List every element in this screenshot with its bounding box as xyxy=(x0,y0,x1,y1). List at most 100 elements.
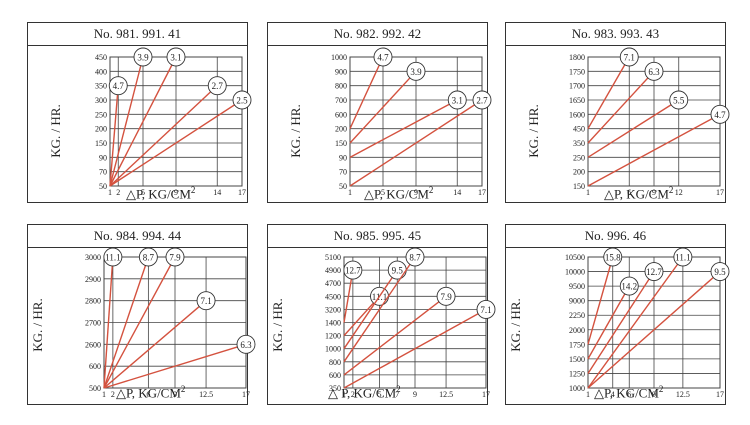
series-label-text: 6.3 xyxy=(648,67,660,77)
chart-title: No. 982. 992. 42 xyxy=(268,23,487,46)
y-tick-label: 350 xyxy=(95,82,107,91)
series-line xyxy=(587,271,655,374)
y-tick-label: 3200 xyxy=(325,305,341,314)
series-line xyxy=(343,308,487,389)
series-label: 6.3 xyxy=(644,61,664,81)
x-tick-label: 5 xyxy=(378,390,382,399)
x-axis-label-sup: 2 xyxy=(190,185,196,195)
series-label-text: 5.5 xyxy=(673,96,685,106)
chart-panel-4: No. 984. 994. 44 KG. / HR. 500 600 2600 270… xyxy=(27,224,256,405)
series-label-circle xyxy=(603,247,623,267)
series-label-text: 7.9 xyxy=(440,292,452,302)
x-axis-label: △ P, KG/CM2 xyxy=(328,384,401,401)
y-tick-label: 800 xyxy=(335,82,347,91)
series-label-circle xyxy=(236,334,256,354)
series-label: 11.1 xyxy=(673,247,693,267)
y-tick-label: 50 xyxy=(339,182,347,191)
x-tick-label: 14 xyxy=(453,188,461,197)
series-line xyxy=(587,285,630,360)
chart-panel-1: No. 981. 991. 41 KG. / HR. 50 70 90 150 200 2… xyxy=(27,22,252,203)
chart-title: No. 984. 994. 44 xyxy=(28,225,247,248)
x-tick-label: 2 xyxy=(111,390,115,399)
series-label-circle xyxy=(619,47,639,67)
x-tick-label: 9 xyxy=(173,390,177,399)
y-tick-label: 2700 xyxy=(85,319,101,328)
plot-area: 50 70 90 150 200 600 700 800 900 1000 1 5 9 14 17 4.7 3.… xyxy=(331,47,492,197)
x-axis-label-unit: P, KG/CM xyxy=(341,385,397,401)
x-axis-label-sup: 2 xyxy=(658,384,664,394)
y-tick-label: 1250 xyxy=(569,369,585,378)
chart-panel-6: No. 996. 46 KG. / HR. 1000 1250 1500 1750 20… xyxy=(505,224,730,405)
y-tick-label: 9500 xyxy=(569,282,585,291)
series-label-circle xyxy=(644,61,664,81)
y-tick-label: 200 xyxy=(335,125,347,134)
y-tick-label: 70 xyxy=(99,168,107,177)
series-label-text: 4.7 xyxy=(377,53,389,63)
y-axis-label: KG. / HR. xyxy=(526,104,541,158)
x-axis-label: △P, KG/CM2 xyxy=(126,185,195,202)
y-axis-label: KG. / HR. xyxy=(30,298,45,352)
y-tick-label: 3000 xyxy=(85,253,101,262)
series-label-text: 8.7 xyxy=(409,253,421,263)
series-label-circle xyxy=(673,247,693,267)
series-label: 12.7 xyxy=(644,262,664,282)
series-label: 3.1 xyxy=(166,47,186,67)
series-label-text: 11.1 xyxy=(105,253,120,263)
series-label-text: 2.7 xyxy=(476,96,488,106)
x-tick-label: 17 xyxy=(242,390,250,399)
series-label-circle xyxy=(436,286,456,306)
y-tick-label: 2800 xyxy=(85,297,101,306)
y-tick-label: 1750 xyxy=(569,67,585,76)
y-tick-label: 600 xyxy=(89,362,101,371)
x-tick-label: 1 xyxy=(342,390,346,399)
series-label: 7.1 xyxy=(196,291,216,311)
series-label-text: 12.7 xyxy=(345,266,361,276)
x-axis-label-unit: KG/CM xyxy=(148,186,191,202)
y-tick-label: 150 xyxy=(95,139,107,148)
x-axis-label: △P, KG/CM2 xyxy=(604,185,673,202)
x-tick-label: 12.5 xyxy=(199,390,213,399)
y-tick-label: 450 xyxy=(95,53,107,62)
y-tick-label: 9000 xyxy=(569,297,585,306)
series-label-circle xyxy=(166,47,186,67)
x-axis-label-unit: KG/CM xyxy=(616,385,659,401)
x-tick-label: 12.5 xyxy=(439,390,453,399)
series-line xyxy=(103,256,150,389)
x-axis-label: △P, KG/CM2 xyxy=(116,384,185,401)
series-label-text: 14.2 xyxy=(621,282,637,292)
y-tick-label: 150 xyxy=(335,139,347,148)
series-label-circle xyxy=(405,247,425,267)
series-label-circle xyxy=(619,276,639,296)
series-label-text: 7.1 xyxy=(480,305,491,315)
y-tick-label: 400 xyxy=(95,67,107,76)
series-line xyxy=(349,99,458,158)
series-line xyxy=(343,269,398,350)
x-tick-label: 5 xyxy=(141,188,145,197)
x-tick-label: 17 xyxy=(238,188,246,197)
series-label-text: 3.1 xyxy=(170,53,181,63)
series-label-circle xyxy=(207,76,227,96)
chart-title: No. 981. 991. 41 xyxy=(28,23,247,46)
series-label-text: 15.8 xyxy=(605,253,621,263)
y-axis-label: KG. / HR. xyxy=(270,298,285,352)
y-tick-label: 50 xyxy=(99,182,107,191)
y-tick-label: 1200 xyxy=(325,332,341,341)
series-label: 4.7 xyxy=(373,47,393,67)
series-label-text: 7.9 xyxy=(169,253,181,263)
series-line xyxy=(587,271,721,389)
y-tick-label: 450 xyxy=(573,125,585,134)
y-tick-label: 1500 xyxy=(569,355,585,364)
series-line xyxy=(349,56,384,129)
x-tick-label: 17 xyxy=(716,390,724,399)
y-tick-label: 90 xyxy=(99,153,107,162)
y-tick-label: 1650 xyxy=(569,96,585,105)
plot-area: 350 600 800 1000 1200 1400 3200 4500 4700 4900 510… xyxy=(325,247,496,399)
series-line xyxy=(343,295,447,376)
series-label: 3.9 xyxy=(406,61,426,81)
y-tick-label: 10500 xyxy=(565,253,585,262)
x-tick-label: 9 xyxy=(652,390,656,399)
x-tick-label: 9 xyxy=(413,390,417,399)
y-tick-label: 70 xyxy=(339,168,347,177)
